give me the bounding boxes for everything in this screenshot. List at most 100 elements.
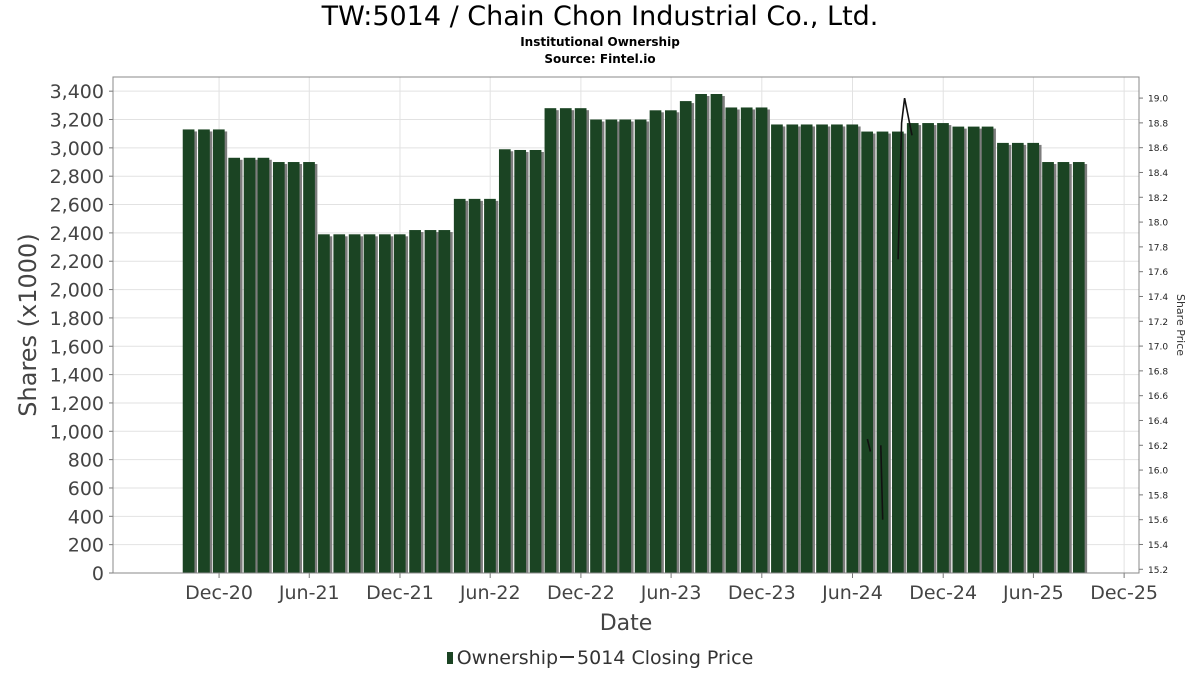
ownership-bar-fill: [333, 234, 346, 573]
x-tick-label: Dec-25: [1090, 582, 1158, 604]
ownership-bar-fill: [257, 157, 270, 573]
ownership-bar: [438, 230, 453, 573]
x-tick-label: Dec-20: [185, 582, 253, 604]
price-line: [880, 445, 884, 520]
ownership-bar: [771, 124, 786, 573]
y-tick-label: 800: [68, 450, 104, 472]
ownership-bar: [228, 157, 243, 573]
ownership-bar: [257, 157, 272, 573]
ownership-bar: [272, 162, 288, 573]
ownership-bar-fill: [243, 157, 256, 573]
x-tick-label: Jun-22: [459, 582, 521, 604]
ownership-bar-fill: [348, 234, 361, 573]
ownership-bar: [363, 234, 378, 573]
ownership-bar-fill: [529, 149, 542, 574]
ownership-bar-fill: [424, 230, 437, 573]
ownership-bar: [922, 123, 937, 574]
ownership-bar-fill: [363, 234, 376, 573]
x-tick-label: Dec-24: [909, 582, 977, 604]
y2-tick-label: 18.8: [1148, 119, 1168, 129]
ownership-bar: [559, 108, 575, 574]
chart-source: Source: Fintel.io: [544, 52, 656, 66]
ownership-bar: [1011, 142, 1027, 573]
legend-ownership-swatch: [446, 652, 453, 664]
ownership-bar-fill: [272, 162, 285, 573]
ownership-bar-fill: [831, 124, 843, 573]
ownership-bar-fill: [771, 124, 783, 573]
ownership-bar: [529, 149, 544, 574]
y-axis-label: Shares (x1000): [14, 233, 42, 416]
chart-legend: Ownership 5014 Closing Price: [0, 647, 1200, 669]
ownership-bar: [755, 107, 770, 574]
y2-tick-label: 18.0: [1148, 219, 1168, 229]
y2-tick-label: 15.8: [1148, 491, 1168, 501]
ownership-bar: [605, 119, 620, 573]
y-tick-label: 1,200: [50, 393, 104, 415]
y-tick-label: 2,200: [50, 251, 104, 273]
y-tick-label: 2,000: [50, 280, 104, 302]
ownership-bar-fill: [725, 107, 738, 574]
ownership-bar-fill: [287, 162, 300, 573]
ownership-bar-fill: [892, 131, 904, 573]
ownership-bar: [498, 149, 514, 573]
ownership-bar: [318, 234, 333, 573]
ownership-bar-fill: [952, 126, 965, 573]
ownership-bar-fill: [861, 131, 873, 573]
ownership-bar: [876, 131, 891, 573]
ownership-bar-fill: [679, 101, 692, 573]
ownership-bar-fill: [574, 108, 587, 574]
y-tick-label: 1,600: [50, 336, 104, 358]
ownership-bar-fill: [619, 119, 632, 573]
y2-tick-label: 16.2: [1148, 442, 1168, 452]
ownership-bar: [1057, 162, 1072, 573]
ownership-bar-fill: [605, 119, 618, 573]
ownership-bar-fill: [967, 126, 980, 573]
x-tick-label: Dec-23: [728, 582, 796, 604]
ownership-bar: [590, 119, 605, 573]
ownership-bar: [800, 124, 816, 573]
ownership-bar-fill: [649, 110, 662, 573]
y2-tick-label: 15.4: [1148, 541, 1168, 551]
chart-title: TW:5014 / Chain Chon Industrial Co., Ltd…: [321, 1, 879, 32]
ownership-bar-fill: [922, 123, 934, 574]
ownership-bar-fill: [1057, 162, 1070, 573]
ownership-bar-fill: [755, 107, 768, 574]
y2-tick-label: 19.0: [1148, 95, 1168, 105]
y-tick-label: 1,000: [50, 421, 104, 443]
ownership-bar: [831, 124, 846, 573]
ownership-chart: 0 200 400 600 800 1,000 1,200 1,400 1,600 1,800 2,…: [14, 76, 1187, 636]
y2-tick-label: 18.4: [1148, 169, 1168, 179]
ownership-bar: [574, 108, 589, 574]
ownership-bar: [484, 198, 499, 574]
ownership-bar: [424, 230, 439, 573]
ownership-bar: [1027, 142, 1042, 573]
y-tick-label: 3,000: [50, 138, 104, 160]
ownership-bar: [997, 142, 1012, 573]
ownership-bar: [906, 123, 922, 574]
legend-price-swatch: [560, 656, 575, 658]
ownership-bar-fill: [846, 124, 859, 573]
ownership-bar: [1042, 162, 1057, 573]
ownership-bar-fill: [710, 94, 723, 574]
y-tick-label: 3,400: [50, 81, 104, 103]
ownership-bar-fill: [1072, 162, 1085, 573]
y2-tick-label: 17.2: [1148, 318, 1168, 328]
ownership-bar: [967, 126, 983, 573]
ownership-bar-fill: [453, 198, 466, 574]
legend-ownership-label: Ownership: [456, 647, 559, 669]
ownership-bar-fill: [514, 149, 527, 574]
price-line: [897, 97, 913, 260]
legend-price-label: 5014 Closing Price: [577, 647, 754, 669]
ownership-bar-fill: [816, 124, 828, 573]
ownership-bar-fill: [559, 108, 572, 574]
price-line: [866, 438, 872, 452]
ownership-bar-fill: [997, 142, 1009, 573]
ownership-bar-fill: [634, 119, 647, 573]
y-tick-label: 1,800: [50, 308, 104, 330]
y2-tick-label: 17.4: [1148, 293, 1168, 303]
y-tick-label: 0: [92, 563, 104, 585]
ownership-bar-fill: [212, 129, 225, 574]
y2-tick-label: 18.2: [1148, 194, 1168, 204]
ownership-bar: [393, 234, 409, 573]
x-tick-label: Jun-25: [1002, 582, 1064, 604]
